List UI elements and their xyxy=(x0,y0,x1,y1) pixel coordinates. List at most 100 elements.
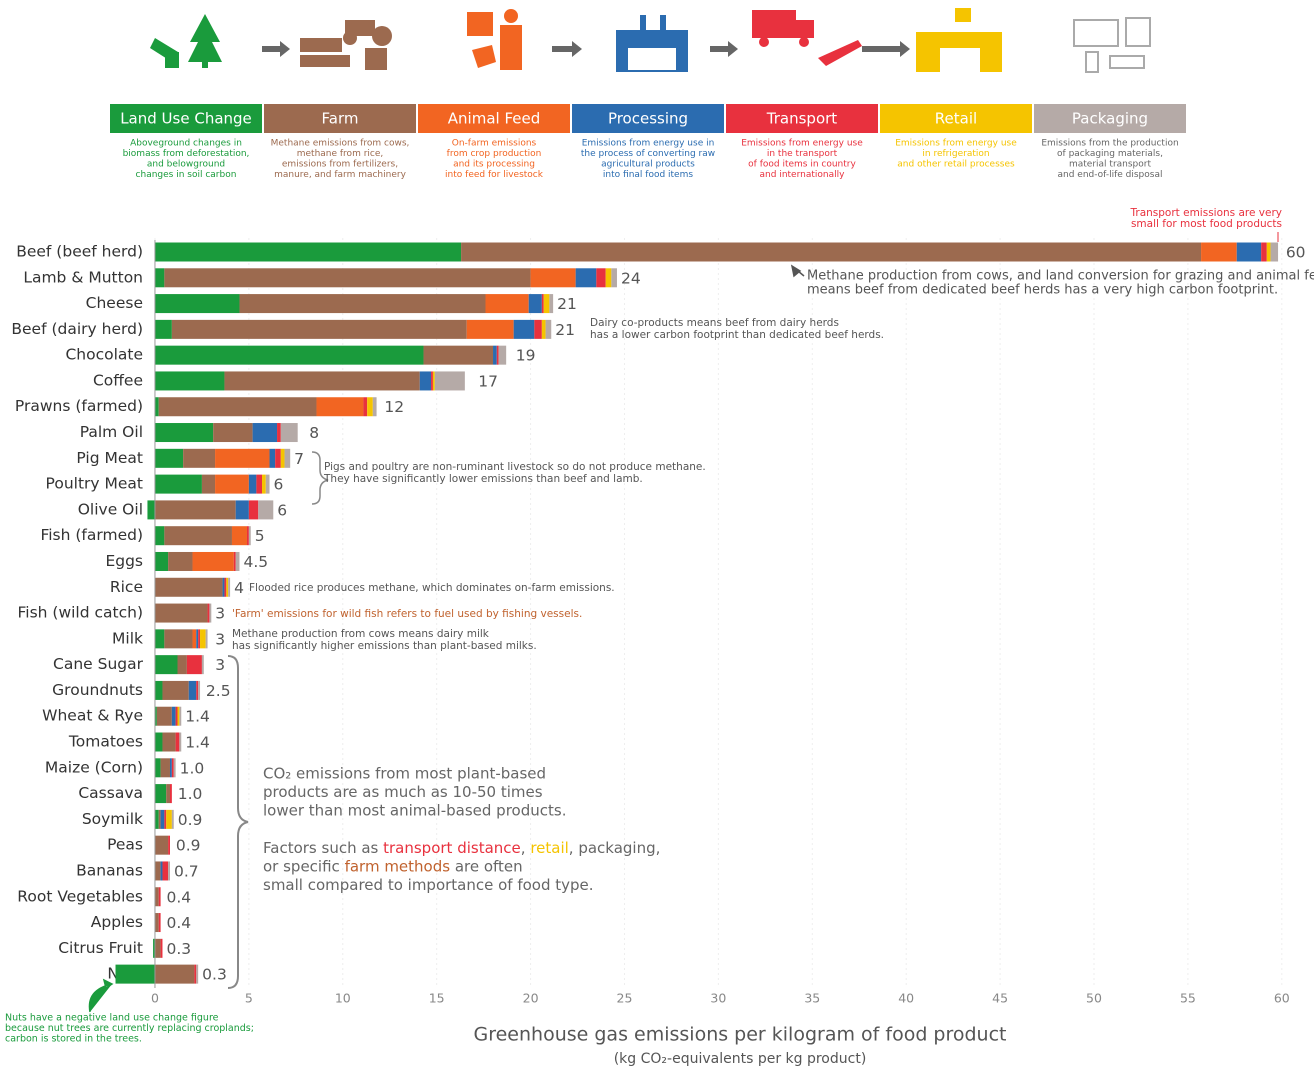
bar-segment xyxy=(528,294,542,314)
bar-segment xyxy=(275,448,281,468)
annotation-part: retail xyxy=(530,839,568,857)
bar-segment xyxy=(265,474,270,494)
bar-segment xyxy=(154,758,161,778)
bar-segment xyxy=(605,268,612,288)
bar-segment xyxy=(154,294,240,314)
bar-segment xyxy=(166,784,170,804)
bar-segment xyxy=(196,629,199,649)
bar-segment xyxy=(154,448,184,468)
annotation: small for most food products xyxy=(1131,218,1282,230)
stage-label: Animal Feed xyxy=(448,110,540,128)
total-label: 24 xyxy=(621,269,641,287)
stage-note: of food items in country xyxy=(748,160,856,170)
bar-segment xyxy=(156,706,172,726)
stage-box xyxy=(726,104,878,133)
brace xyxy=(227,655,249,989)
total-label: 0.4 xyxy=(166,914,191,932)
category-label: Peas xyxy=(107,836,143,854)
annotation-part: , xyxy=(521,839,531,857)
x-tick-label: 25 xyxy=(617,991,633,1006)
total-label: 12 xyxy=(384,398,404,416)
total-label: 1.0 xyxy=(178,785,203,803)
total-label: 1.0 xyxy=(180,759,205,777)
bar-segment xyxy=(158,397,317,417)
bar-segment xyxy=(154,319,172,339)
bar-segment xyxy=(168,551,193,571)
total-label: 1.4 xyxy=(185,734,210,752)
bar-segment xyxy=(1266,242,1271,262)
bar-segment xyxy=(154,629,165,649)
stage-note: from crop production xyxy=(447,149,542,159)
bar-segment xyxy=(541,294,544,314)
annotation-part: small compared to importance of food typ… xyxy=(263,876,594,894)
category-label: Fish (farmed) xyxy=(40,526,143,544)
bar-segment xyxy=(209,603,212,623)
category-label: Milk xyxy=(112,629,143,647)
stage-box xyxy=(1034,104,1186,133)
bar-segment xyxy=(207,603,210,623)
x-axis-subtitle: (kg CO₂-equivalents per kg product) xyxy=(614,1051,867,1067)
bar-segment xyxy=(196,680,199,700)
bar-segment xyxy=(192,629,197,649)
bar-segment xyxy=(423,345,494,365)
stage-note: into feed for livestock xyxy=(445,170,544,180)
stage-note: and other retail processes xyxy=(897,160,1015,170)
total-label: 3 xyxy=(215,656,225,674)
category-label: Beef (dairy herd) xyxy=(11,320,143,338)
bar-segment xyxy=(179,732,182,752)
bar-segment xyxy=(493,345,497,365)
bar-segment xyxy=(269,448,276,468)
total-label: 17 xyxy=(478,372,498,390)
bar-segment xyxy=(196,964,199,984)
bar-segment xyxy=(173,758,176,778)
bar-segment xyxy=(154,577,223,597)
annotation-part: transport distance xyxy=(383,839,521,857)
stage-note: in refrigeration xyxy=(922,149,989,159)
stage-note: Emissions from energy use xyxy=(741,139,863,149)
bar-segment xyxy=(201,474,216,494)
bar-segment xyxy=(248,526,251,546)
stage-label: Retail xyxy=(935,110,977,128)
x-tick-label: 50 xyxy=(1086,991,1102,1006)
annotation-part: , packaging, xyxy=(569,839,661,857)
stage-label: Packaging xyxy=(1072,110,1148,128)
bar-segment xyxy=(485,294,529,314)
total-label: 2.5 xyxy=(206,682,231,700)
total-label: 19 xyxy=(516,347,536,365)
category-label: Fish (wild catch) xyxy=(17,604,143,622)
x-tick-label: 0 xyxy=(151,991,159,1006)
total-label: 6 xyxy=(274,476,284,494)
bar-segment xyxy=(164,268,531,288)
stage-box xyxy=(110,104,262,133)
stage-note: and internationally xyxy=(760,170,846,180)
total-label: 0.3 xyxy=(166,940,191,958)
bar-segment xyxy=(611,268,617,288)
bar-segment xyxy=(160,809,165,829)
bar-segment xyxy=(256,474,263,494)
bar-segment xyxy=(541,319,546,339)
annotation: Nuts have a negative land use change fig… xyxy=(5,1013,219,1024)
category-label: Rice xyxy=(110,578,143,596)
annotation: 'Farm' emissions for wild fish refers to… xyxy=(232,608,582,620)
bar-segment xyxy=(235,500,249,520)
bar-segment xyxy=(198,680,201,700)
bar-segment xyxy=(372,397,377,417)
total-label: 6 xyxy=(277,501,287,519)
bar-segment xyxy=(262,474,266,494)
bar-segment xyxy=(162,680,189,700)
total-label: 1.4 xyxy=(185,708,210,726)
annotation: Dairy co-products means beef from dairy … xyxy=(590,317,839,329)
bar-segment xyxy=(239,294,486,314)
stage-label: Processing xyxy=(608,110,688,128)
bar-segment xyxy=(171,758,174,778)
bar-segment xyxy=(461,242,1202,262)
bar-segment xyxy=(154,603,208,623)
bar-segment xyxy=(215,448,270,468)
total-label: 4 xyxy=(234,579,244,597)
bar-segment xyxy=(154,913,159,933)
bar-segment xyxy=(596,268,606,288)
bar-segment xyxy=(158,887,161,907)
bar-segment xyxy=(171,706,176,726)
annotation: lower than most animal-based products. xyxy=(263,802,566,820)
stage-note: Emissions from energy use xyxy=(895,139,1017,149)
